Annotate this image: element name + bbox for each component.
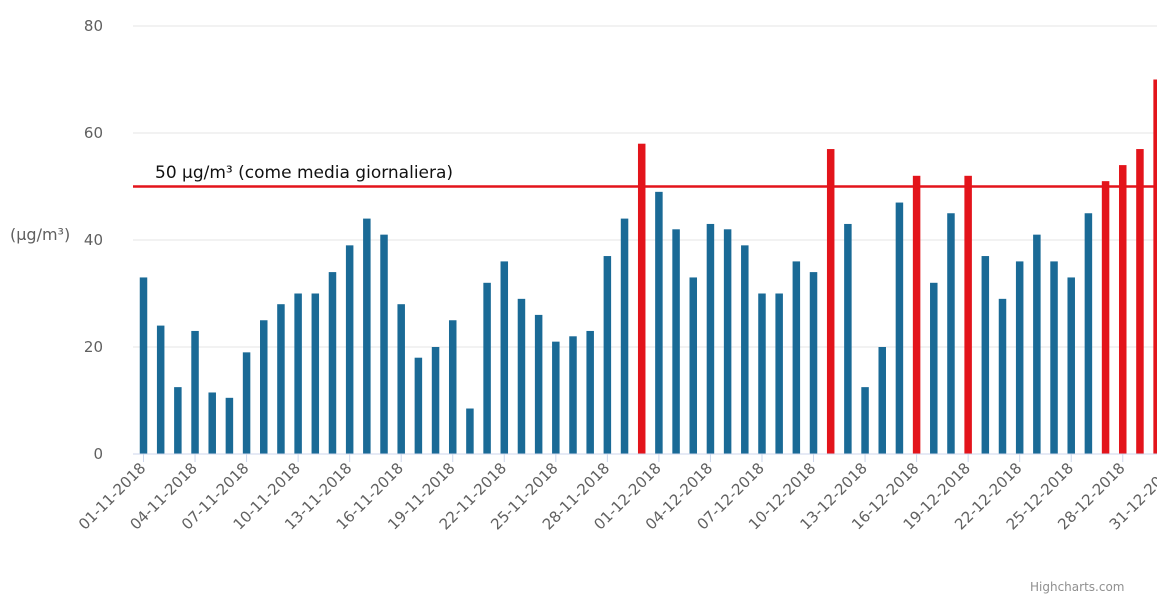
bar-03-11-2018[interactable] [174, 387, 182, 455]
bar-28-12-2018[interactable] [1119, 165, 1127, 454]
bar-10-11-2018[interactable] [294, 293, 302, 455]
bar-06-11-2018[interactable] [225, 397, 234, 454]
y-axis-tick-labels: 0 20 40 60 80 [84, 17, 103, 463]
bar-30-11-2018[interactable] [637, 143, 646, 454]
bar-16-11-2018[interactable] [397, 304, 405, 454]
bar-23-12-2018[interactable] [1033, 234, 1041, 454]
threshold-label: 50 μg/m³ (come media giornaliera) [155, 163, 453, 183]
bar-19-12-2018[interactable] [964, 175, 972, 455]
bar-07-12-2018[interactable] [758, 293, 766, 455]
bar-19-11-2018[interactable] [448, 320, 457, 454]
y-tick-label-80: 80 [84, 17, 103, 35]
bar-18-11-2018[interactable] [431, 347, 440, 454]
bar-22-11-2018[interactable] [500, 261, 509, 454]
bar-20-12-2018[interactable] [981, 256, 990, 454]
bar-07-11-2018[interactable] [242, 352, 251, 454]
bar-29-11-2018[interactable] [620, 218, 629, 454]
bar-04-11-2018[interactable] [191, 330, 199, 454]
bar-13-11-2018[interactable] [345, 245, 354, 454]
bar-17-12-2018[interactable] [930, 282, 938, 454]
bar-28-11-2018[interactable] [603, 256, 612, 454]
bar-24-11-2018[interactable] [534, 314, 543, 454]
bar-14-11-2018[interactable] [363, 218, 371, 454]
bar-08-11-2018[interactable] [260, 320, 268, 454]
x-axis-tick-marks [143, 454, 1124, 462]
bar-14-12-2018[interactable] [878, 347, 886, 454]
bar-03-12-2018[interactable] [689, 277, 698, 454]
y-tick-label-40: 40 [84, 231, 103, 249]
y-tick-label-0: 0 [93, 445, 103, 463]
bar-05-12-2018[interactable] [723, 229, 732, 454]
bar-22-12-2018[interactable] [1015, 261, 1024, 454]
bar-06-12-2018[interactable] [741, 245, 749, 454]
bar-21-12-2018[interactable] [998, 298, 1007, 454]
bar-16-12-2018[interactable] [912, 175, 921, 455]
y-tick-label-60: 60 [84, 124, 103, 142]
bar-04-12-2018[interactable] [706, 223, 715, 454]
bar-15-12-2018[interactable] [895, 202, 904, 454]
bar-01-12-2018[interactable] [655, 191, 663, 454]
bar-05-11-2018[interactable] [208, 392, 216, 454]
bar-02-11-2018[interactable] [156, 325, 165, 454]
bar-27-11-2018[interactable] [586, 330, 594, 454]
bar-18-12-2018[interactable] [947, 213, 955, 454]
bar-series [139, 79, 1157, 455]
highcharts-credits[interactable]: Highcharts.com [1030, 580, 1124, 594]
bar-30-12-2018[interactable] [1153, 79, 1157, 455]
bar-23-11-2018[interactable] [517, 298, 526, 454]
bar-11-11-2018[interactable] [311, 293, 320, 455]
bar-17-11-2018[interactable] [414, 357, 423, 454]
bar-12-11-2018[interactable] [328, 272, 337, 454]
bar-25-12-2018[interactable] [1067, 277, 1075, 454]
bar-21-11-2018[interactable] [483, 282, 491, 454]
y-axis-label: (μg/m³) [10, 225, 70, 244]
bar-13-12-2018[interactable] [861, 387, 869, 455]
bar-26-11-2018[interactable] [569, 336, 577, 454]
bar-15-11-2018[interactable] [380, 234, 388, 454]
bar-09-12-2018[interactable] [792, 261, 801, 454]
bar-29-12-2018[interactable] [1136, 149, 1144, 455]
bar-20-11-2018[interactable] [466, 408, 474, 454]
bar-10-12-2018[interactable] [809, 272, 818, 454]
bar-09-11-2018[interactable] [277, 304, 285, 454]
bar-08-12-2018[interactable] [775, 293, 783, 455]
bar-01-11-2018[interactable] [139, 277, 148, 454]
x-axis-tick-labels: 01-11-201804-11-201807-11-201810-11-2018… [75, 459, 1157, 533]
bar-02-12-2018[interactable] [672, 229, 680, 454]
bar-12-12-2018[interactable] [844, 223, 852, 454]
bar-25-11-2018[interactable] [552, 341, 560, 454]
y-tick-label-20: 20 [84, 338, 103, 356]
bar-27-12-2018[interactable] [1101, 181, 1110, 454]
bar-11-12-2018[interactable] [826, 149, 835, 455]
bar-24-12-2018[interactable] [1050, 261, 1058, 454]
bar-26-12-2018[interactable] [1084, 213, 1093, 454]
